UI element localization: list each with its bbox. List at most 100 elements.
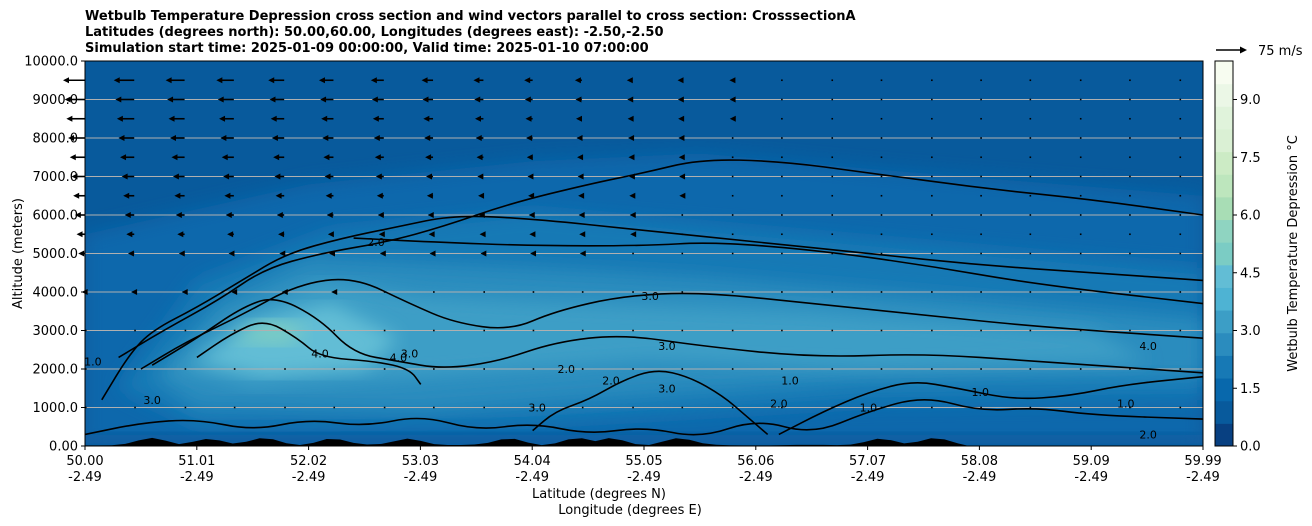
colorbar-frame — [1214, 60, 1234, 447]
contour-line — [101, 215, 1203, 401]
wind-vector — [483, 291, 486, 293]
wind-head — [224, 192, 231, 199]
wind-vector — [528, 212, 535, 218]
colorbar-band — [1215, 83, 1233, 107]
x-axis-label-2: Longitude (degrees E) — [558, 503, 702, 518]
wind-vector — [165, 77, 185, 84]
wind-vector — [483, 406, 486, 409]
wind-vector — [1029, 98, 1032, 101]
wind-vector — [427, 212, 434, 218]
contour-label: 2.0 — [770, 398, 788, 411]
wind-vector — [831, 117, 834, 120]
wind-head — [328, 250, 335, 257]
wind-vector — [880, 406, 883, 409]
wind-vector — [333, 368, 336, 370]
wind-vector — [731, 137, 734, 139]
wind-vector — [433, 291, 435, 293]
wind-vector — [781, 252, 783, 255]
wind-vector — [880, 329, 883, 332]
wind-vector — [69, 154, 85, 161]
wind-head — [473, 77, 480, 84]
x-axis-label: Latitude (degrees N) — [532, 487, 666, 502]
title-line-3: Simulation start time: 2025-01-09 00:00:… — [85, 41, 649, 56]
wind-vector — [931, 252, 933, 255]
contour-line — [140, 278, 1203, 370]
wind-vector — [781, 156, 783, 159]
wind-head — [729, 115, 736, 122]
wind-head — [279, 250, 286, 257]
wind-vector — [980, 194, 982, 197]
contour-line — [118, 159, 1203, 359]
wind-vector — [681, 368, 684, 370]
wind-vector — [627, 115, 634, 122]
wind-vector — [831, 79, 834, 82]
wind-vector — [383, 291, 386, 293]
wind-head — [528, 192, 535, 199]
wind-vector — [66, 115, 85, 122]
wind-vector — [124, 212, 135, 218]
wind-key-label: 75 m/s — [1258, 44, 1303, 59]
wind-vector — [532, 368, 535, 370]
colorbar-tick-label: 3.0 — [1240, 324, 1261, 339]
wind-vector — [781, 368, 783, 370]
wind-vector — [880, 214, 883, 216]
wind-head — [172, 173, 179, 180]
wind-vector — [980, 156, 982, 159]
wind-head — [171, 154, 178, 161]
colorbar-band — [1215, 332, 1233, 356]
wind-head — [528, 212, 535, 218]
wind-vector — [219, 115, 234, 122]
wind-vector — [1029, 194, 1032, 197]
wind-vector — [524, 77, 533, 84]
wind-vector — [677, 77, 684, 84]
wind-head — [177, 231, 184, 238]
wind-vector — [433, 406, 435, 409]
colorbar-band — [1215, 174, 1233, 198]
colorbar-band — [1215, 423, 1233, 447]
wind-vector — [323, 154, 334, 161]
wind-head — [228, 250, 235, 257]
wind-vector — [85, 368, 87, 370]
wind-vector — [880, 233, 883, 236]
wind-head — [371, 96, 378, 103]
wind-head — [227, 231, 234, 238]
wind-head — [71, 173, 78, 180]
wind-vector — [681, 406, 684, 409]
wind-vector — [1179, 117, 1182, 120]
wind-vector — [677, 96, 684, 103]
wind-vector — [632, 329, 634, 332]
contour-label: 2.0 — [602, 375, 620, 388]
wind-vector — [880, 368, 883, 370]
wind-vector — [781, 406, 783, 409]
wind-vector — [276, 212, 285, 218]
wind-vector — [678, 154, 685, 161]
wind-head — [131, 289, 138, 295]
wind-vector — [269, 96, 285, 103]
wind-vector — [581, 329, 584, 332]
wind-head — [123, 192, 130, 199]
wind-head — [73, 192, 80, 199]
wind-vector — [224, 192, 234, 199]
wind-vector — [476, 154, 484, 161]
wind-head — [178, 250, 185, 257]
contour-label: 2.0 — [1139, 428, 1157, 441]
wind-head — [169, 135, 176, 141]
wind-head — [376, 192, 383, 199]
wind-vector — [781, 194, 783, 197]
chart-title: Wetbulb Temperature Depression cross sec… — [85, 9, 856, 57]
wind-vector — [629, 192, 636, 199]
wind-vector — [1029, 233, 1032, 236]
wind-vector — [1179, 252, 1182, 255]
wind-vector — [1079, 137, 1082, 139]
wind-vector — [479, 231, 486, 238]
wind-vector — [116, 115, 135, 122]
x-tick-lon: -2.49 — [851, 470, 885, 485]
wind-head — [270, 115, 277, 122]
wind-vector — [284, 406, 286, 409]
wind-vector — [1179, 156, 1182, 159]
x-tick-lon: -2.49 — [180, 470, 214, 485]
wind-vector — [284, 329, 286, 332]
wind-vector — [1129, 117, 1131, 120]
wind-head — [474, 115, 481, 122]
